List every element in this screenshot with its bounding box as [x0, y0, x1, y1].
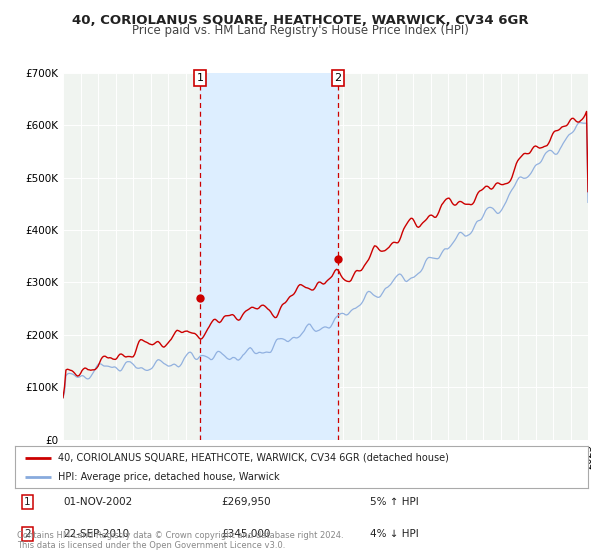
Text: £269,950: £269,950 [221, 497, 271, 507]
Text: 40, CORIOLANUS SQUARE, HEATHCOTE, WARWICK, CV34 6GR: 40, CORIOLANUS SQUARE, HEATHCOTE, WARWIC… [71, 14, 529, 27]
Bar [200, 73, 338, 440]
Text: Contains HM Land Registry data © Crown copyright and database right 2024.
This d: Contains HM Land Registry data © Crown c… [17, 530, 343, 550]
Text: 2: 2 [335, 73, 341, 83]
Text: 4% ↓ HPI: 4% ↓ HPI [370, 529, 419, 539]
Text: 1: 1 [197, 73, 203, 83]
Text: 2: 2 [24, 529, 31, 539]
Text: £345,000: £345,000 [221, 529, 271, 539]
Text: Price paid vs. HM Land Registry's House Price Index (HPI): Price paid vs. HM Land Registry's House … [131, 24, 469, 36]
Text: 40, CORIOLANUS SQUARE, HEATHCOTE, WARWICK, CV34 6GR (detached house): 40, CORIOLANUS SQUARE, HEATHCOTE, WARWIC… [58, 452, 449, 463]
Text: 5% ↑ HPI: 5% ↑ HPI [370, 497, 419, 507]
Text: 01-NOV-2002: 01-NOV-2002 [64, 497, 133, 507]
Text: 1: 1 [24, 497, 31, 507]
Text: 22-SEP-2010: 22-SEP-2010 [64, 529, 130, 539]
Text: HPI: Average price, detached house, Warwick: HPI: Average price, detached house, Warw… [58, 472, 280, 482]
